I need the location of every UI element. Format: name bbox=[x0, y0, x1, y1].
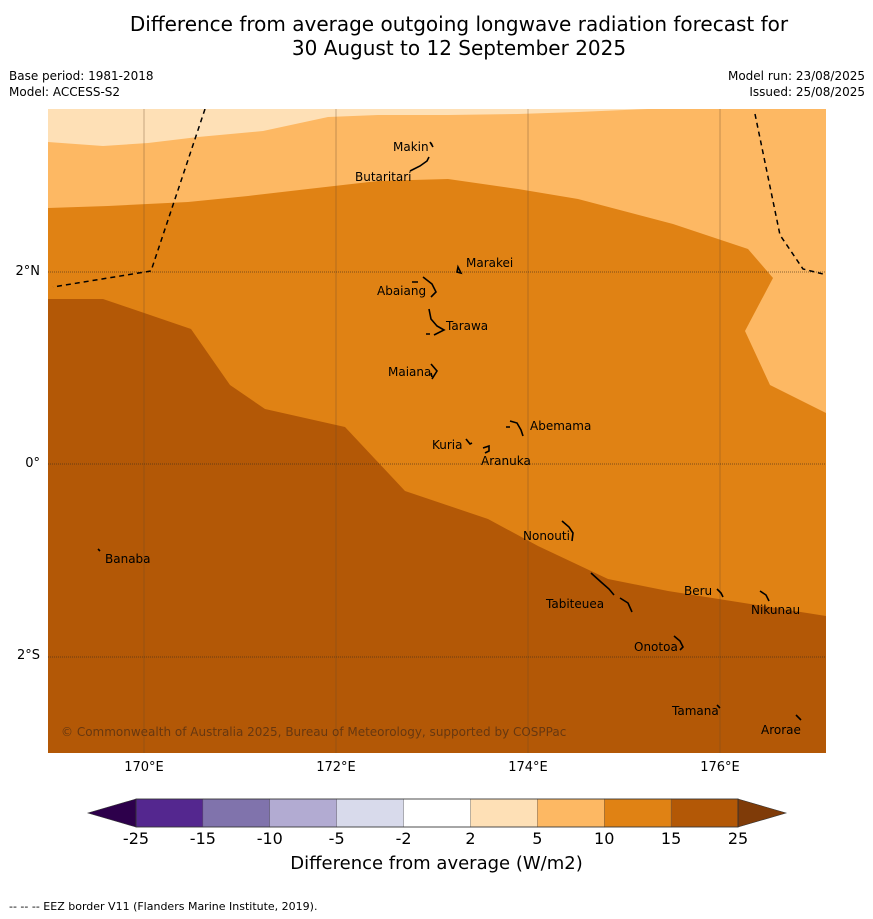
copyright-notice: © Commonwealth of Australia 2025, Bureau… bbox=[61, 725, 566, 739]
colorbar-over-arrow bbox=[737, 798, 788, 828]
title-line-1: Difference from average outgoing longwav… bbox=[129, 12, 789, 36]
gridlines bbox=[143, 109, 721, 753]
place-label: Tarawa bbox=[445, 319, 488, 333]
island-banaba bbox=[97, 548, 101, 552]
colorbar-segment bbox=[470, 798, 539, 828]
colorbar-segment bbox=[202, 798, 271, 828]
lat-label-0: 0° bbox=[25, 456, 40, 471]
lat-gridlines bbox=[48, 271, 826, 658]
colorbar-under-arrow bbox=[86, 798, 137, 828]
place-label: Maiana bbox=[388, 365, 431, 379]
colorbar-tick-label: 5 bbox=[532, 829, 543, 848]
place-label: Tamana bbox=[671, 704, 719, 718]
island-maiana bbox=[430, 363, 438, 380]
colorbar-segment bbox=[403, 798, 472, 828]
lon-label-170e: 170°E bbox=[124, 760, 164, 775]
region-10-15 bbox=[48, 109, 826, 616]
colorbar bbox=[86, 798, 788, 828]
island-tamana bbox=[716, 704, 721, 709]
lon-label-172e: 172°E bbox=[316, 760, 356, 775]
colorbar-title: Difference from average (W/m2) bbox=[290, 853, 583, 874]
colorbar-tick-label: -10 bbox=[256, 829, 283, 848]
island-aranuka bbox=[482, 444, 490, 454]
island-arorae bbox=[795, 714, 802, 721]
meta-right: Model run: 23/08/2025 Issued: 25/08/2025 bbox=[728, 68, 865, 100]
colorbar-segments bbox=[135, 798, 739, 828]
island-outlines bbox=[97, 141, 802, 721]
forecast-map: Makin Butaritari Marakei Abaiang Tarawa … bbox=[48, 109, 826, 753]
island-tarawa bbox=[426, 308, 446, 336]
eez-footnote: -- -- -- EEZ border V11 (Flanders Marine… bbox=[9, 900, 318, 913]
colorbar-tick-label: -5 bbox=[328, 829, 345, 848]
colorbar-segment bbox=[336, 798, 405, 828]
colorbar-tick-label: 2 bbox=[465, 829, 476, 848]
place-label: Tabiteuea bbox=[545, 597, 604, 611]
island-onotoa bbox=[673, 635, 684, 651]
lon-label-176e: 176°E bbox=[700, 760, 740, 775]
place-label: Banaba bbox=[105, 552, 151, 566]
island-tabiteuea bbox=[590, 572, 633, 613]
colorbar-segment bbox=[670, 798, 739, 828]
colorbar-tick-label: 25 bbox=[727, 829, 749, 848]
colorbar-tick-label: 15 bbox=[660, 829, 682, 848]
colorbar-segment bbox=[135, 798, 204, 828]
island-abemama bbox=[506, 420, 524, 437]
colorbar-tick-label: -25 bbox=[122, 829, 150, 848]
place-label: Nikunau bbox=[751, 603, 800, 617]
model-run: Model run: 23/08/2025 bbox=[727, 69, 865, 83]
lat-label-2s: 2°S bbox=[16, 648, 40, 663]
colorbar-tick-label: -15 bbox=[189, 829, 216, 848]
place-label: Butaritari bbox=[355, 170, 412, 184]
island-kuria bbox=[465, 438, 473, 446]
meta-left: Base period: 1981-2018 Model: ACCESS-S2 bbox=[9, 68, 154, 100]
title-line-2: 30 August to 12 September 2025 bbox=[291, 36, 627, 60]
island-makin bbox=[429, 141, 434, 148]
island-abaiang bbox=[412, 276, 437, 298]
place-labels: Makin Butaritari Marakei Abaiang Tarawa … bbox=[105, 140, 801, 737]
place-label: Nonouti bbox=[523, 529, 570, 543]
region-5-10 bbox=[48, 109, 826, 413]
place-label: Abemama bbox=[530, 419, 591, 433]
colorbar-tick-label: -2 bbox=[395, 829, 412, 848]
colorbar-frame bbox=[135, 798, 739, 828]
eez-border bbox=[52, 109, 824, 288]
issued-date: Issued: 25/08/2025 bbox=[749, 85, 865, 99]
place-label: Makin bbox=[393, 140, 429, 154]
place-label: Abaiang bbox=[377, 284, 426, 298]
place-label: Aranuka bbox=[481, 454, 531, 468]
colorbar-segment bbox=[269, 798, 338, 828]
island-nonouti bbox=[561, 520, 574, 542]
place-label: Kuria bbox=[432, 438, 463, 452]
place-label: Onotoa bbox=[634, 640, 678, 654]
colorbar-segment bbox=[537, 798, 605, 828]
place-label: Arorae bbox=[761, 723, 801, 737]
base-period: Base period: 1981-2018 bbox=[9, 69, 154, 83]
colorbar-tick-label: 10 bbox=[594, 829, 615, 848]
lon-label-174e: 174°E bbox=[508, 760, 548, 775]
lat-label-2n: 2°N bbox=[15, 264, 41, 279]
model-name: Model: ACCESS-S2 bbox=[9, 85, 121, 99]
colorbar-segment bbox=[604, 798, 672, 828]
island-beru bbox=[716, 588, 724, 598]
island-nikunau bbox=[759, 590, 770, 602]
place-label: Beru bbox=[684, 584, 712, 598]
place-label: Marakei bbox=[466, 256, 513, 270]
region-2-5 bbox=[48, 109, 648, 146]
map-title: Difference from average outgoing longwav… bbox=[0, 12, 873, 60]
island-marakei bbox=[456, 264, 463, 275]
island-butaritari bbox=[409, 156, 430, 172]
